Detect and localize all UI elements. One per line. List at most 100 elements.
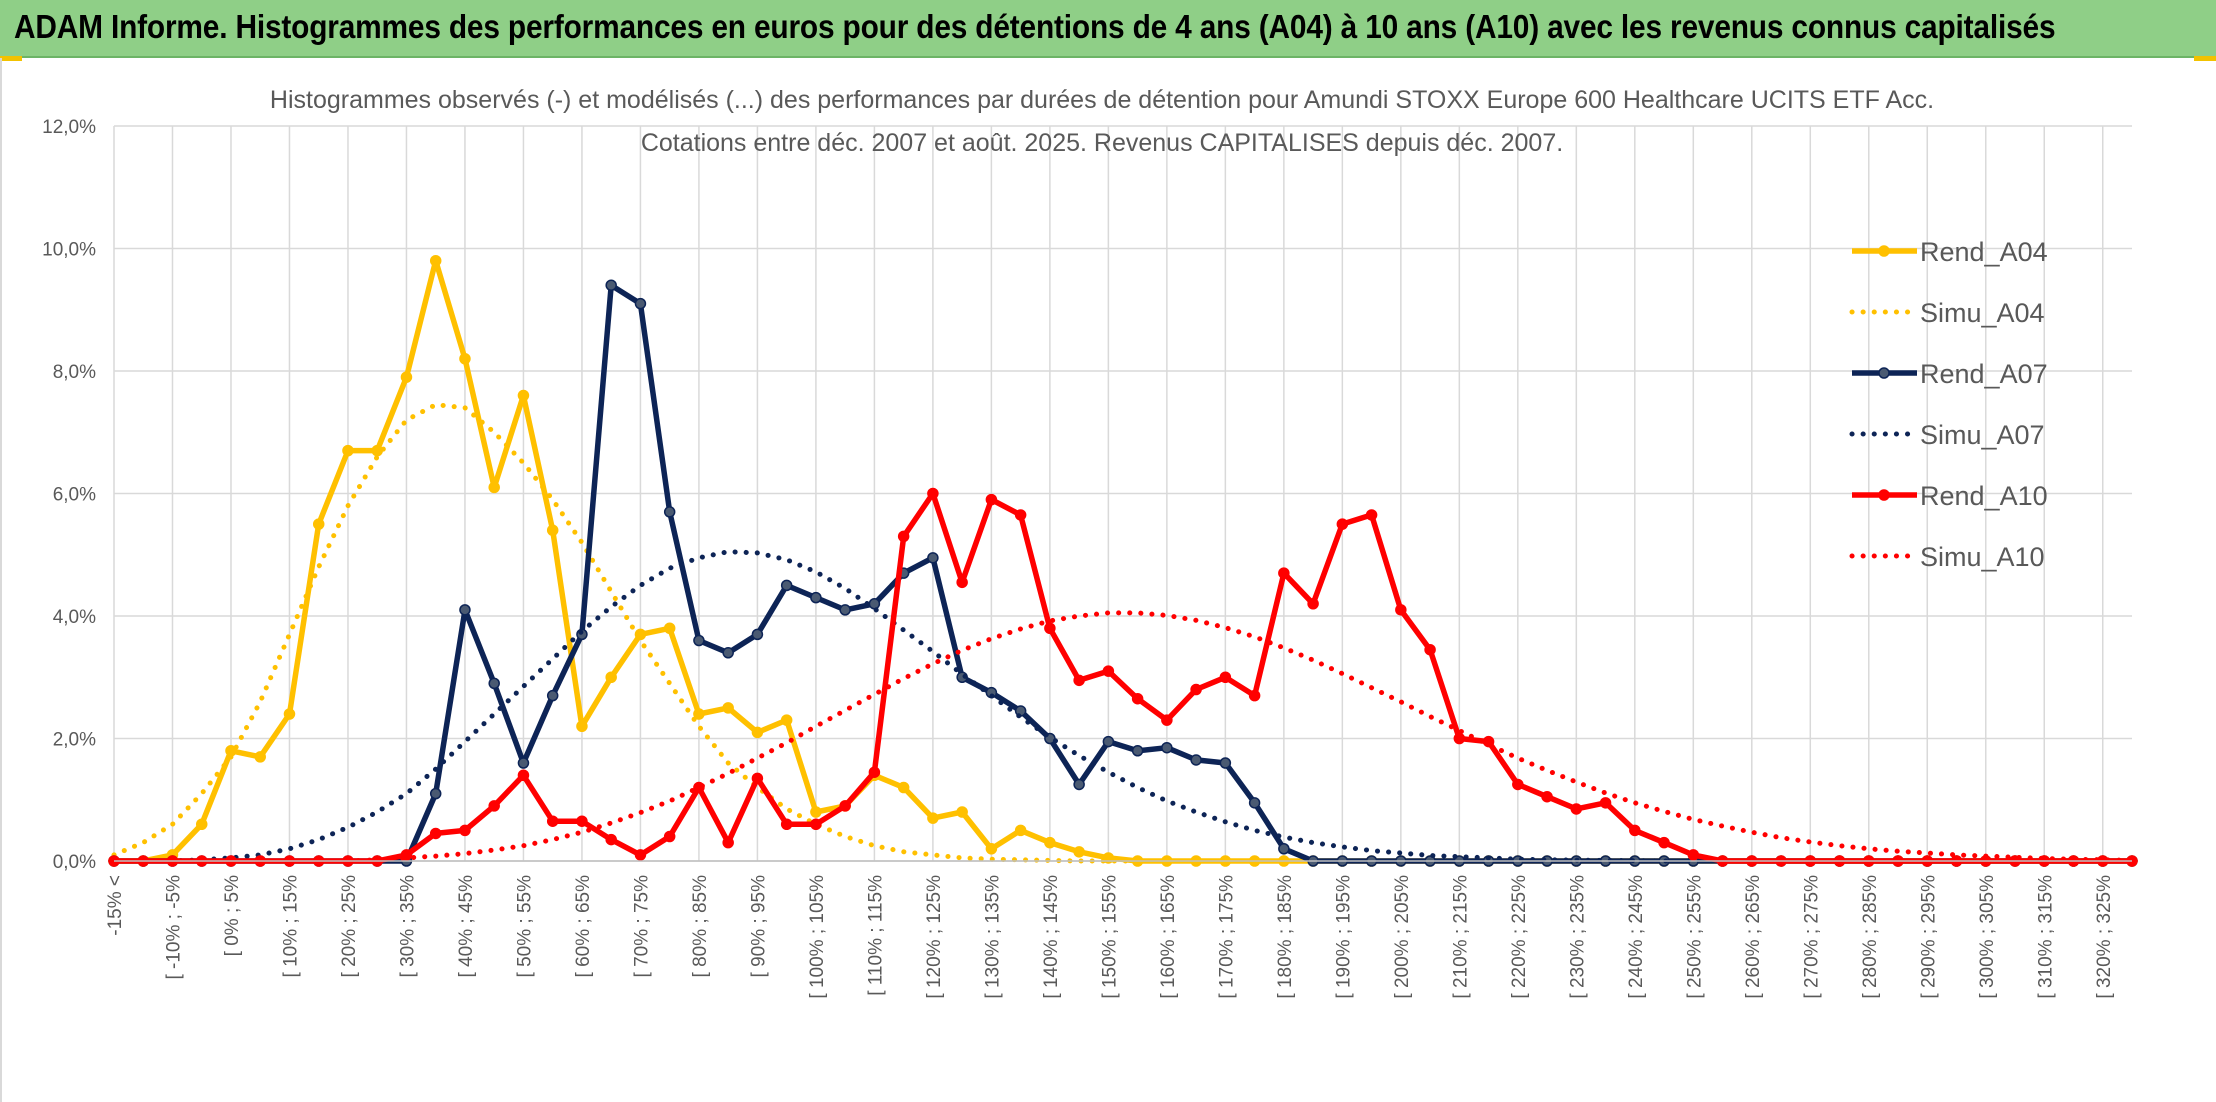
y-axis: 0,0% 2,0% 4,0% 6,0% 8,0% 10,0% 12,0% [42,117,96,873]
data-point [488,800,500,812]
x-tick-label: [ 90% ; 95% [748,875,769,978]
data-point [546,815,559,827]
x-tick-label: [ 240% ; 245% [1626,875,1647,999]
data-point [810,818,822,830]
legend-item-rend-a07: Rend_A07 [1852,359,2048,389]
data-point [576,720,588,732]
data-point [1219,757,1232,769]
data-point [1629,824,1641,837]
data-point [546,689,559,702]
gridlines [113,125,2132,862]
data-point [868,766,881,778]
data-point [751,726,764,739]
x-tick-label: [ -10% ; -5% [163,875,184,980]
data-point [488,677,500,690]
data-point [400,371,413,383]
data-point [722,702,734,714]
chart-subtitle: Cotations entre déc. 2007 et août. 2025.… [641,129,1563,157]
series-line [114,257,2132,864]
x-tick-label: [ 140% ; 145% [1041,875,1062,999]
data-point [956,576,968,589]
data-point [810,806,822,818]
data-point [751,772,764,785]
data-point [634,297,647,310]
data-point [1512,778,1524,791]
data-point [1395,604,1407,616]
data-point [1102,665,1115,677]
data-point [1424,643,1436,656]
data-point [1599,797,1612,809]
series-simu-a07 [111,549,2135,864]
x-tick-label: [ 20% ; 25% [339,875,360,978]
x-tick-label: [ 290% ; 295% [1918,875,1939,999]
data-point [1307,598,1319,610]
data-point [1365,509,1378,521]
data-point [1278,567,1290,579]
data-point [605,279,617,291]
x-tick-label: [ 150% ; 155% [1099,875,1120,999]
x-tick-label: [ 270% ; 275% [1801,875,1822,999]
data-point [1044,836,1056,849]
data-point [1161,714,1173,726]
y-tick-label: 4,0% [53,607,96,628]
data-point [517,769,530,781]
data-point [897,781,910,794]
series-line [111,610,2135,864]
x-tick-label: [ 280% ; 285% [1860,875,1881,999]
data-point [429,255,442,267]
data-point [1014,824,1027,837]
series-simu-a10 [111,610,2135,864]
legend-label: Rend_A10 [1920,481,2048,511]
legend-item-rend-a10: Rend_A10 [1852,481,2048,511]
series-line [114,490,2132,864]
data-point [576,815,588,827]
legend-label: Simu_A07 [1920,420,2045,450]
x-tick-label: [ 190% ; 195% [1333,875,1354,999]
data-point [985,493,998,506]
legend-label: Simu_A04 [1920,298,2045,328]
data-point [663,622,676,634]
data-point [780,579,793,592]
data-point [1541,790,1553,803]
x-tick-label: [ 200% ; 205% [1392,875,1413,999]
data-point [1687,849,1700,861]
data-point [722,647,734,659]
x-tick-label: [ 210% ; 215% [1450,875,1471,999]
data-point [1014,509,1027,521]
legend-label: Rend_A07 [1920,359,2048,389]
data-point [751,628,764,641]
data-point [429,787,442,800]
x-tick-label: [ 300% ; 305% [1977,875,1998,999]
legend-marker [1878,245,1890,257]
series-layer [108,255,2138,867]
x-tick-label: [ 110% ; 115% [865,875,886,996]
line-chart: 0,0% 2,0% 4,0% 6,0% 8,0% 10,0% 12,0% -15% < [ -… [42,86,2138,999]
report-banner-title: ADAM Informe. Histogrammes des performan… [14,8,2056,45]
report-banner: ADAM Informe. Histogrammes des performan… [0,0,2216,58]
data-point [605,671,617,683]
x-tick-label: [ 220% ; 225% [1509,875,1530,999]
data-point [839,604,851,616]
x-tick-label: [ 160% ; 165% [1158,875,1179,999]
legend-label: Simu_A10 [1920,542,2045,572]
y-tick-label: 12,0% [42,117,96,138]
data-point [1102,735,1115,748]
x-tick-label: [ 0% ; 5% [222,875,243,956]
y-tick-label: 8,0% [53,362,96,383]
data-point [693,708,705,720]
data-point [927,552,939,564]
data-point [1570,803,1583,815]
data-point [429,827,442,840]
legend-item-simu-a07: Simu_A07 [1849,420,2045,450]
data-point [1453,732,1466,745]
x-tick-label: [ 230% ; 235% [1567,875,1588,999]
data-point [1190,683,1202,696]
data-point [927,487,939,500]
data-point [459,824,471,837]
data-point [1044,622,1056,634]
data-point [634,849,647,861]
data-point [1248,689,1261,702]
data-point [605,833,617,846]
data-point [283,708,296,720]
x-tick-label: [ 40% ; 45% [456,875,477,978]
